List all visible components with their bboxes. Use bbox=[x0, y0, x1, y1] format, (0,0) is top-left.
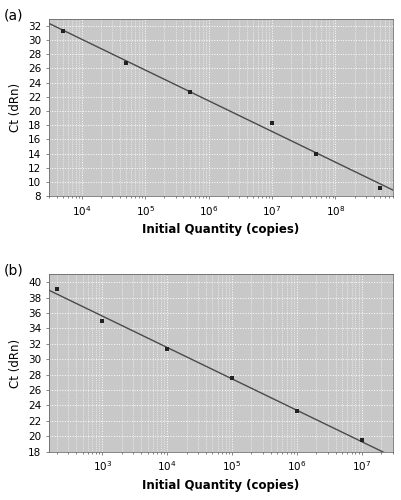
Point bbox=[294, 407, 300, 415]
Point bbox=[358, 436, 365, 444]
Point bbox=[377, 184, 383, 192]
Text: (b): (b) bbox=[4, 264, 24, 278]
Point bbox=[164, 345, 170, 353]
Point bbox=[60, 27, 66, 35]
Point bbox=[186, 88, 193, 96]
Y-axis label: Ct (dRn): Ct (dRn) bbox=[9, 338, 22, 388]
Point bbox=[269, 119, 275, 127]
Point bbox=[99, 316, 105, 324]
Point bbox=[313, 150, 320, 158]
X-axis label: Initial Quantity (copies): Initial Quantity (copies) bbox=[142, 478, 299, 492]
Point bbox=[54, 285, 60, 293]
X-axis label: Initial Quantity (copies): Initial Quantity (copies) bbox=[142, 223, 299, 236]
Y-axis label: Ct (dRn): Ct (dRn) bbox=[9, 83, 22, 132]
Point bbox=[229, 374, 235, 382]
Point bbox=[123, 59, 130, 67]
Text: (a): (a) bbox=[4, 8, 24, 22]
